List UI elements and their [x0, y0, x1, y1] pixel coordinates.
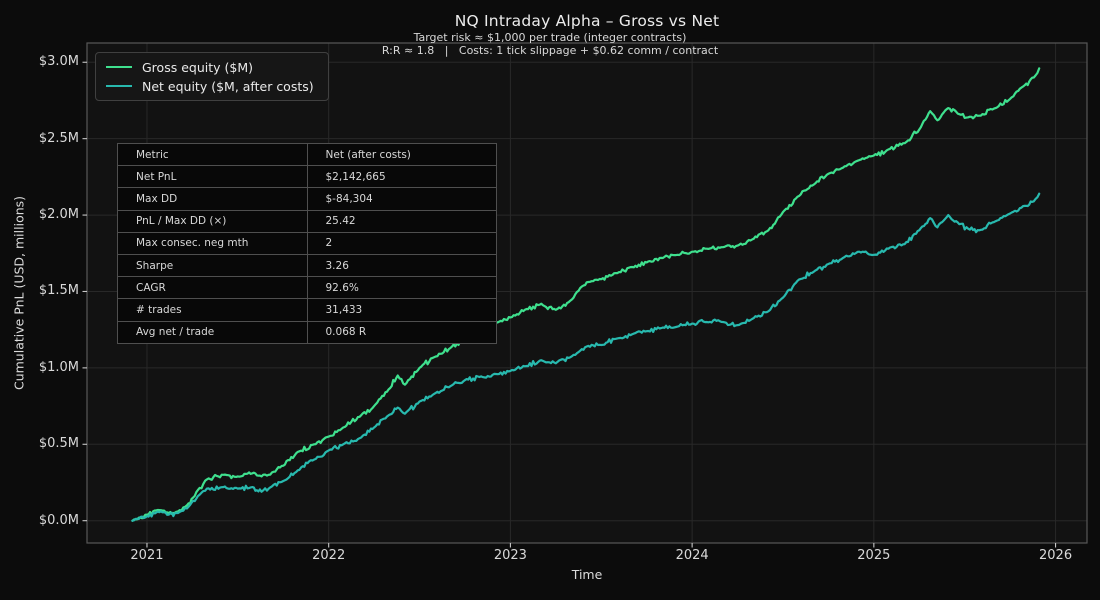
stats-metric-label: Sharpe [117, 253, 308, 278]
legend: Gross equity ($M) Net equity ($M, after c… [95, 52, 329, 101]
x-tick-label: 2024 [675, 548, 709, 563]
stats-metric-value: Net (after costs) [306, 142, 497, 167]
legend-item: Net equity ($M, after costs) [106, 78, 314, 94]
x-tick-label: 2023 [493, 548, 527, 563]
stats-row: Sharpe 3.26 [117, 253, 497, 278]
stats-metric-label: Avg net / trade [117, 320, 308, 344]
stats-row: Max DD $-84,304 [117, 187, 497, 211]
stats-row: Net PnL $2,142,665 [117, 165, 497, 189]
chart-subtitle-risk: Target risk ≈ $1,000 per trade (integer … [413, 31, 687, 44]
y-tick-label: $1.0M [38, 359, 79, 375]
stats-metric-value: 31,433 [306, 298, 497, 322]
x-tick-label: 2026 [1039, 548, 1073, 563]
legend-label: Net equity ($M, after costs) [142, 78, 314, 94]
x-tick-label: 2025 [857, 548, 891, 563]
legend-label: Gross equity ($M) [142, 59, 253, 75]
stats-metric-value: 3.26 [306, 253, 497, 278]
stats-row: Max consec. neg mth 2 [117, 231, 497, 255]
chart-subtitle-costs: R:R ≈ 1.8 | Costs: 1 tick slippage + $0.… [381, 44, 719, 57]
stats-row: Avg net / trade 0.068 R [117, 320, 497, 344]
legend-line-swatch [106, 66, 132, 68]
stats-row: PnL / Max DD (×) 25.42 [117, 209, 497, 233]
y-tick-label: $0.0M [38, 512, 79, 528]
y-tick-label: $1.5M [38, 283, 79, 299]
stats-metric-value: 0.068 R [306, 320, 497, 344]
stats-metric-label: # trades [117, 298, 308, 322]
stats-metric-value: 92.6% [306, 276, 497, 300]
axes-spines [86, 42, 1088, 544]
x-axis-label: Time [571, 567, 603, 582]
stats-row: CAGR 92.6% [117, 276, 497, 300]
stats-metric-label: PnL / Max DD (×) [117, 209, 308, 233]
y-tick-label: $3.0M [38, 54, 79, 70]
stats-metric-value: 25.42 [306, 209, 497, 233]
stats-metric-value: 2 [306, 231, 497, 255]
x-tick-label: 2022 [312, 548, 346, 563]
stats-metric-label: CAGR [117, 276, 308, 300]
legend-item: Gross equity ($M) [106, 59, 314, 75]
y-tick-label: $0.5M [38, 436, 79, 452]
stats-row: # trades 31,433 [117, 298, 497, 322]
stats-table: Metric Net (after costs) Net PnL $2,142,665… [117, 142, 497, 344]
stats-metric-label: Max DD [117, 187, 308, 211]
x-tick-label: 2021 [130, 548, 164, 563]
gross-equity-line [131, 67, 1041, 522]
stats-metric-label: Net PnL [117, 165, 308, 189]
stats-metric-label: Max consec. neg mth [117, 231, 308, 255]
legend-line-swatch [106, 85, 132, 87]
y-tick-label: $2.0M [38, 207, 79, 223]
stats-metric-label: Metric [117, 142, 308, 167]
stats-metric-value: $2,142,665 [306, 165, 497, 189]
stats-metric-value: $-84,304 [306, 187, 497, 211]
chart-title: NQ Intraday Alpha – Gross vs Net [454, 12, 720, 30]
y-tick-label: $2.5M [38, 130, 79, 146]
stats-row: Metric Net (after costs) [117, 142, 497, 167]
net-equity-line [131, 192, 1041, 522]
